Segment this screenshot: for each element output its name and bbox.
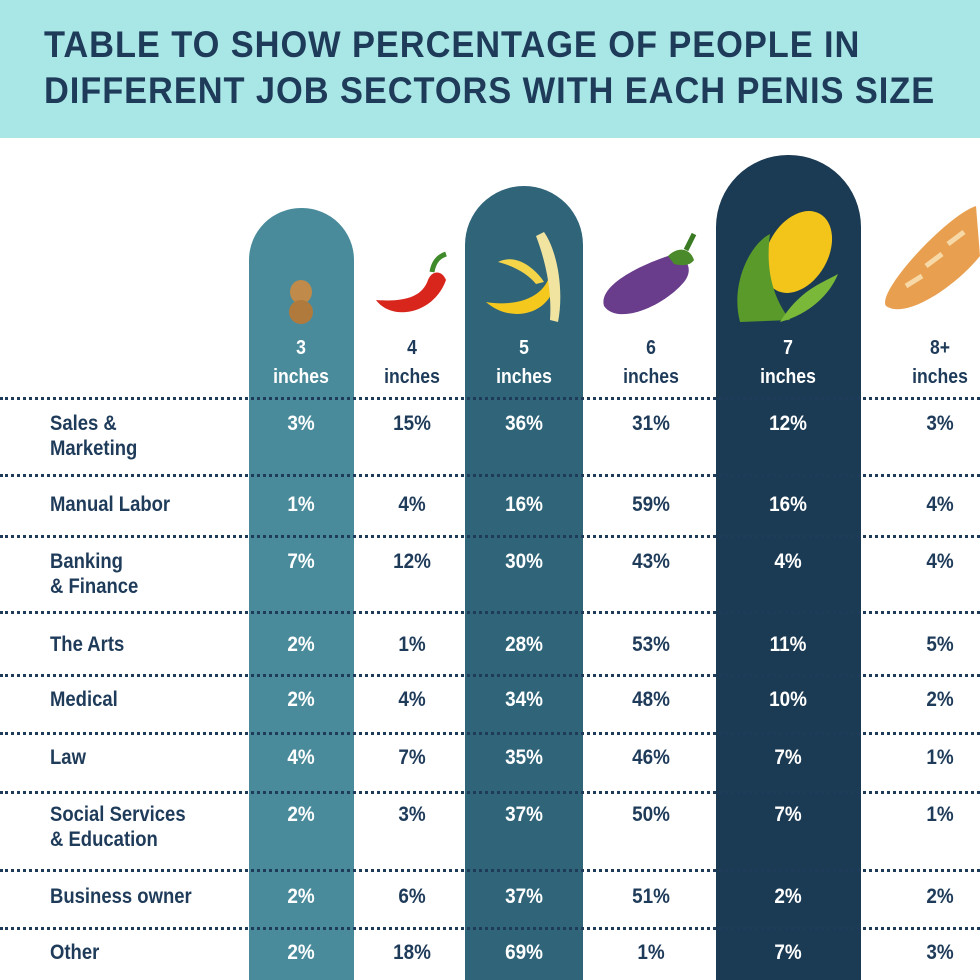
table-cell: 3% bbox=[926, 941, 954, 964]
table-cell: 10% bbox=[769, 688, 807, 711]
column-header-8-plus-inches: 8+ inches bbox=[912, 337, 968, 388]
table-cell: 3% bbox=[287, 412, 315, 435]
table-cell: 16% bbox=[505, 493, 543, 516]
row-label: Law bbox=[50, 746, 86, 769]
row-label: Social Services & Education bbox=[50, 803, 186, 851]
row-divider bbox=[0, 869, 980, 872]
table-cell: 4% bbox=[398, 493, 426, 516]
table-cell: 51% bbox=[632, 885, 670, 908]
table-cell: 18% bbox=[393, 941, 431, 964]
table-cell: 7% bbox=[287, 550, 315, 573]
table-cell: 16% bbox=[769, 493, 807, 516]
title-banner bbox=[0, 0, 980, 138]
table-cell: 1% bbox=[926, 746, 954, 769]
table-cell: 7% bbox=[774, 803, 802, 826]
corn-icon bbox=[737, 211, 838, 322]
row-label: Manual Labor bbox=[50, 493, 171, 516]
table-cell: 2% bbox=[926, 885, 954, 908]
row-label: Other bbox=[50, 941, 100, 964]
banana-icon bbox=[486, 232, 561, 322]
row-divider bbox=[0, 674, 980, 677]
chart-title: TABLE TO SHOW PERCENTAGE OF PEOPLE IN DI… bbox=[44, 24, 936, 111]
table-cell: 31% bbox=[632, 412, 670, 435]
row-divider bbox=[0, 611, 980, 614]
table-cell: 15% bbox=[393, 412, 431, 435]
row-divider bbox=[0, 474, 980, 477]
row-divider bbox=[0, 732, 980, 735]
row-label: The Arts bbox=[50, 633, 125, 656]
row-divider bbox=[0, 397, 980, 400]
table-cell: 1% bbox=[926, 803, 954, 826]
table-cell: 2% bbox=[926, 688, 954, 711]
column-header-6-inches: 6 inches bbox=[623, 337, 679, 388]
table-cell: 2% bbox=[287, 941, 315, 964]
table-cell: 1% bbox=[637, 941, 665, 964]
table-cell: 7% bbox=[774, 941, 802, 964]
row-label: Medical bbox=[50, 688, 118, 711]
table-cell: 4% bbox=[926, 493, 954, 516]
row-label: Banking & Finance bbox=[50, 550, 139, 598]
table-cell: 3% bbox=[926, 412, 954, 435]
table-cell: 34% bbox=[505, 688, 543, 711]
row-divider bbox=[0, 535, 980, 538]
table-cell: 6% bbox=[398, 885, 426, 908]
table-cell: 4% bbox=[774, 550, 802, 573]
table-cell: 2% bbox=[287, 688, 315, 711]
table-cell: 50% bbox=[632, 803, 670, 826]
row-divider bbox=[0, 927, 980, 930]
peanut-icon bbox=[289, 280, 313, 324]
table-cell: 2% bbox=[287, 885, 315, 908]
table-cell: 53% bbox=[632, 633, 670, 656]
table-cell: 5% bbox=[926, 633, 954, 656]
table-cell: 46% bbox=[632, 746, 670, 769]
eggplant-icon bbox=[603, 232, 697, 315]
table-cell: 69% bbox=[505, 941, 543, 964]
row-label: Sales & Marketing bbox=[50, 412, 138, 460]
column-highlight-3-inches bbox=[249, 208, 354, 980]
table-cell: 37% bbox=[505, 803, 543, 826]
column-header-7-inches: 7 inches bbox=[760, 337, 816, 388]
table-cell: 59% bbox=[632, 493, 670, 516]
column-header-4-inches: 4 inches bbox=[384, 337, 440, 388]
table-cell: 11% bbox=[769, 633, 807, 656]
table-cell: 12% bbox=[769, 412, 807, 435]
column-header-3-inches: 3 inches bbox=[273, 337, 329, 388]
table-cell: 7% bbox=[774, 746, 802, 769]
table-cell: 1% bbox=[398, 633, 426, 656]
column-header-5-inches: 5 inches bbox=[496, 337, 552, 388]
table-cell: 1% bbox=[287, 493, 315, 516]
table-cell: 43% bbox=[632, 550, 670, 573]
table-cell: 4% bbox=[398, 688, 426, 711]
table-cell: 36% bbox=[505, 412, 543, 435]
table-cell: 37% bbox=[505, 885, 543, 908]
table-cell: 2% bbox=[287, 803, 315, 826]
chili-pepper-icon bbox=[376, 251, 447, 313]
table-cell: 28% bbox=[505, 633, 543, 656]
table-cell: 35% bbox=[505, 746, 543, 769]
row-label: Business owner bbox=[50, 885, 192, 908]
table-cell: 30% bbox=[505, 550, 543, 573]
table-cell: 2% bbox=[287, 633, 315, 656]
table-cell: 3% bbox=[398, 803, 426, 826]
table-cell: 4% bbox=[287, 746, 315, 769]
baguette-icon bbox=[885, 206, 980, 310]
table-cell: 12% bbox=[393, 550, 431, 573]
table-cell: 48% bbox=[632, 688, 670, 711]
table-cell: 7% bbox=[398, 746, 426, 769]
column-highlight-5-inches bbox=[465, 186, 583, 980]
table-cell: 2% bbox=[774, 885, 802, 908]
table-cell: 4% bbox=[926, 550, 954, 573]
row-divider bbox=[0, 791, 980, 794]
